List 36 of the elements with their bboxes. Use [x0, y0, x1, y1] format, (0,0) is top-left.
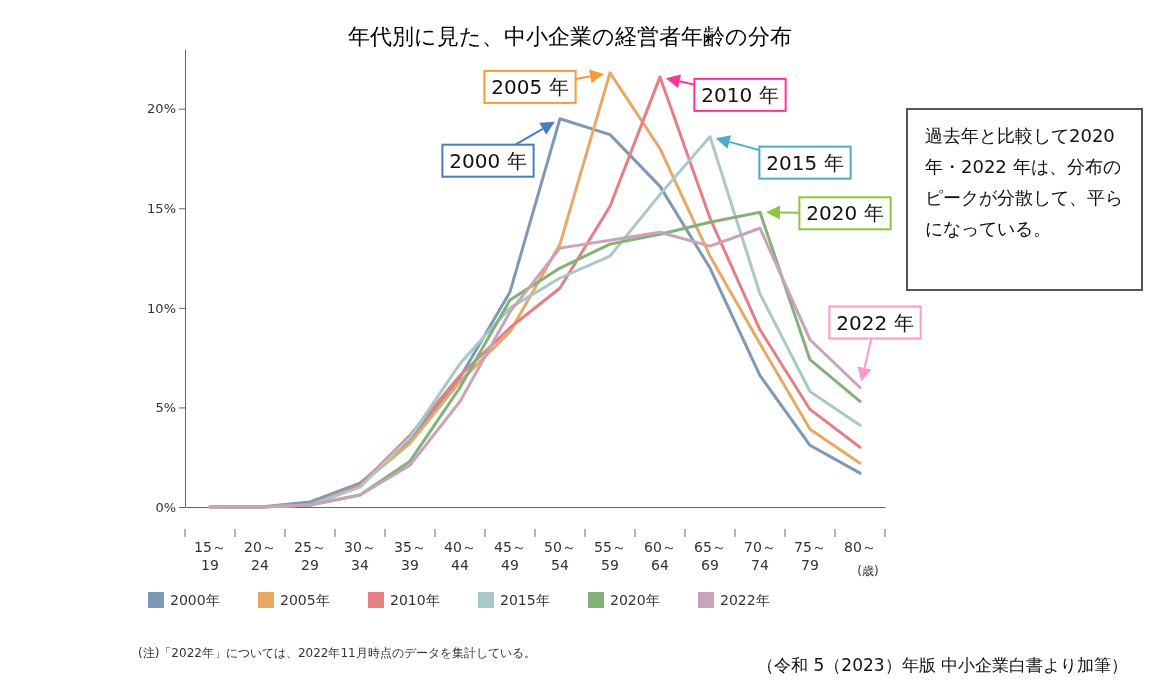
x-tick-label: 55～59 — [594, 539, 626, 573]
x-tick-label: 20～24 — [244, 539, 276, 573]
legend-label: 2000年 — [170, 592, 220, 608]
text: （令和 5（2023）年版 中小企業白書より加筆） — [757, 655, 1128, 675]
x-tick-label: 75～79 — [794, 539, 826, 573]
x-tick-label: 45～49 — [494, 539, 526, 573]
x-tick-label: 80～ — [844, 539, 876, 555]
chart-title: 年代別に見た、中小企業の経営者年齢の分布 — [348, 24, 792, 49]
legend-label: 2005年 — [280, 592, 330, 608]
annotation: 2000 年 — [449, 148, 527, 173]
annotation: 2010 年 — [701, 82, 779, 107]
text: (注)「2022年」については、2022年11月時点のデータを集計している。 — [138, 646, 536, 660]
annotation: 2020 年 — [806, 201, 884, 226]
y-tick-label: 15% — [147, 200, 176, 216]
legend-label: 2015年 — [500, 592, 550, 608]
annotation: 2022 年 — [836, 310, 914, 335]
x-axis-title: (歳) — [857, 564, 879, 578]
x-tick-label: 50～54 — [544, 539, 576, 573]
x-tick-label: 30～34 — [344, 539, 376, 573]
x-tick-label: 15～19 — [194, 539, 226, 573]
x-tick-label: 70～74 — [744, 539, 776, 573]
x-tick-label: 40～44 — [444, 539, 476, 573]
x-tick-label: 60～64 — [644, 539, 676, 573]
annotation: 2015 年 — [766, 150, 844, 175]
y-tick-label: 20% — [147, 101, 176, 117]
legend-label: 2020年 — [610, 592, 660, 608]
y-tick-label: 10% — [147, 300, 176, 316]
x-tick-label: 35～39 — [394, 539, 426, 573]
annotation: 2005 年 — [491, 74, 569, 99]
x-tick-label: 65～69 — [694, 539, 726, 573]
y-tick-label: 0% — [155, 499, 176, 515]
legend-label: 2010年 — [390, 592, 440, 608]
x-tick-label: 25～29 — [294, 539, 326, 573]
text: 過去年と比較して2020 年・2022 年は、分布のピークが分散して、平らになっている。 — [925, 125, 1123, 239]
y-tick-label: 5% — [155, 400, 176, 416]
legend-label: 2022年 — [720, 592, 770, 608]
